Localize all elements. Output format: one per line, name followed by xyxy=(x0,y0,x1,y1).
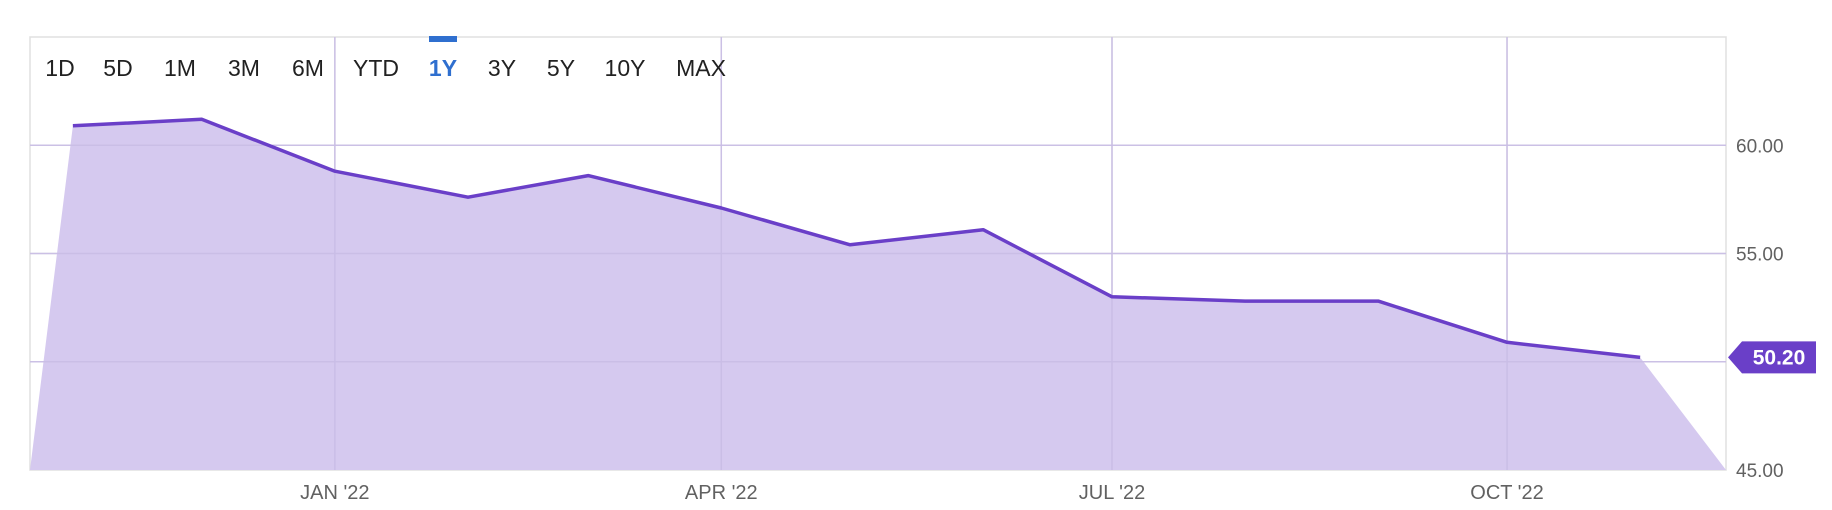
area-fill xyxy=(30,119,1726,471)
range-button-label: 5Y xyxy=(547,55,575,81)
range-button-6m[interactable]: 6M xyxy=(282,40,334,81)
range-button-label: 3M xyxy=(228,55,260,81)
range-button-5d[interactable]: 5D xyxy=(92,40,144,81)
range-button-1m[interactable]: 1M xyxy=(154,40,206,81)
range-button-5y[interactable]: 5Y xyxy=(535,40,587,81)
range-button-max[interactable]: MAX xyxy=(675,40,727,81)
y-tick-label: 45.00 xyxy=(1736,461,1784,482)
last-value-badge-group: 50.20 xyxy=(1728,341,1816,374)
range-button-10y[interactable]: 10Y xyxy=(599,40,651,81)
x-tick-label: JUL '22 xyxy=(1079,482,1145,504)
range-button-1d[interactable]: 1D xyxy=(34,40,86,81)
y-tick-label: 60.00 xyxy=(1736,136,1784,157)
range-button-ytd[interactable]: YTD xyxy=(350,40,402,81)
x-tick-label: JAN '22 xyxy=(300,482,369,504)
range-button-label: 10Y xyxy=(605,55,646,81)
y-tick-label: 55.00 xyxy=(1736,245,1784,266)
line-layer xyxy=(72,117,1641,360)
range-button-label: 1D xyxy=(45,55,74,81)
grid-layer xyxy=(30,37,1726,470)
range-button-label: 5D xyxy=(103,55,132,81)
range-button-label: 1M xyxy=(164,55,196,81)
active-range-indicator xyxy=(429,36,457,42)
x-tick-label: APR '22 xyxy=(685,482,758,504)
x-axis: JAN '22 APR '22 JUL '22 OCT '22 xyxy=(300,482,1544,504)
area-layer xyxy=(30,119,1726,471)
range-button-label: 3Y xyxy=(488,55,516,81)
range-button-label: 6M xyxy=(292,55,324,81)
range-button-label: MAX xyxy=(676,55,726,81)
last-value-badge xyxy=(1728,341,1816,374)
range-button-label: YTD xyxy=(353,55,399,81)
range-selector: 1D 5D 1M 3M 6M YTD 1Y 3Y 5Y 10Y MAX xyxy=(34,36,727,81)
range-button-label: 1Y xyxy=(429,55,457,81)
last-value-label: 50.20 xyxy=(1753,346,1806,369)
x-tick-label: OCT '22 xyxy=(1470,482,1543,504)
range-button-1y[interactable]: 1Y xyxy=(417,36,469,81)
range-button-3m[interactable]: 3M xyxy=(218,40,270,81)
range-button-3y[interactable]: 3Y xyxy=(476,40,528,81)
